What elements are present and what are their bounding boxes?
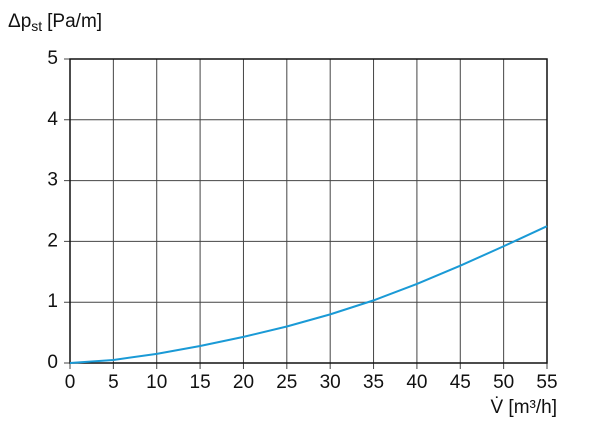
x-tick-label: 55 <box>536 372 557 393</box>
y-tick-label: 1 <box>47 291 58 312</box>
x-axis-label: V̇ [m³/h] <box>490 397 557 418</box>
x-tick-label: 35 <box>363 372 384 393</box>
y-axis-label: Δpst [Pa/m] <box>8 11 102 34</box>
y-tick-label: 3 <box>47 170 58 191</box>
y-label-unit: [Pa/m] <box>47 11 102 32</box>
y-label-base: Δp <box>8 11 31 32</box>
x-tick-label: 10 <box>146 372 167 393</box>
plot-frame <box>69 58 548 364</box>
x-tick-label: 40 <box>406 372 427 393</box>
x-tick-label: 0 <box>65 372 76 393</box>
y-tick-label: 4 <box>47 109 58 130</box>
y-tick-label: 2 <box>47 230 58 251</box>
x-tick-label: 15 <box>190 372 211 393</box>
y-label-sub: st <box>31 18 42 34</box>
y-tick-label: 5 <box>47 48 58 69</box>
x-tick-label: 5 <box>108 372 119 393</box>
data-line <box>69 225 548 364</box>
x-tick-label: 30 <box>320 372 341 393</box>
x-tick-label: 25 <box>276 372 297 393</box>
x-tick-label: 20 <box>233 372 254 393</box>
x-tick-label: 45 <box>450 372 471 393</box>
x-tick-label: 50 <box>493 372 514 393</box>
y-tick-label: 0 <box>47 352 58 373</box>
